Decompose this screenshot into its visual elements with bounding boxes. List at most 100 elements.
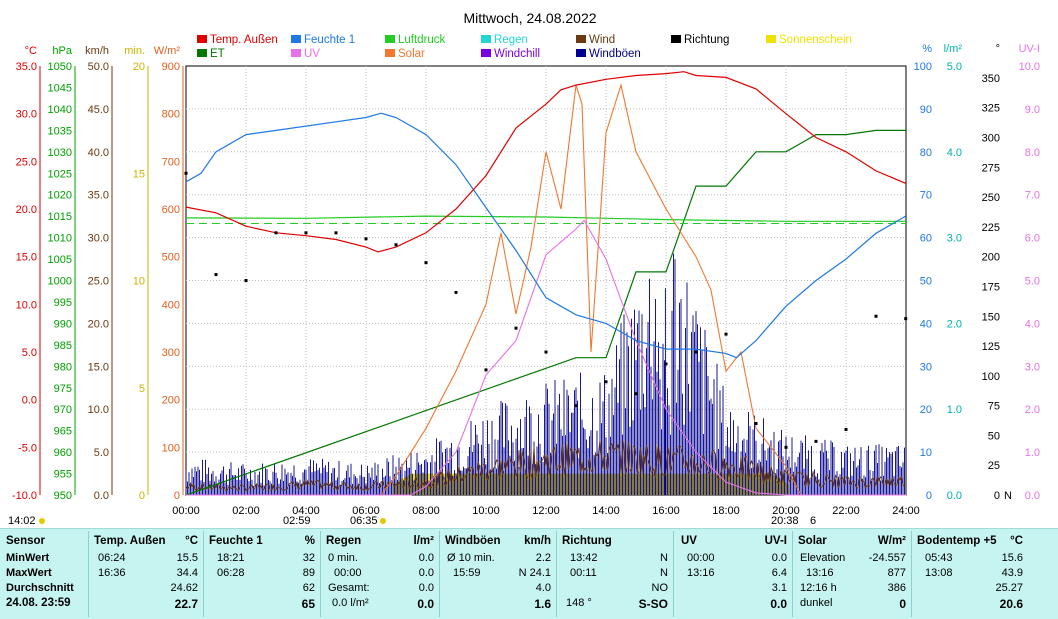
left-axis-tick: 400 [162,299,180,311]
row-label-avg: Durchschnitt [6,582,74,594]
temp-header: Temp. Außen [94,535,166,547]
x-tick-label: 22:00 [832,505,860,517]
right-axis-tick: 9.0 [1025,104,1040,116]
richtung-point [844,427,848,431]
left-axis-tick: 10.0 [16,299,37,311]
uv-min-value: 0.0 [771,552,787,564]
richtung-point [814,439,818,443]
legend-swatch [197,49,207,57]
right-axis-tick: 275 [982,162,1000,174]
boden-min-value: 15.6 [1001,552,1023,564]
x-tick-label: 06:00 [352,505,380,517]
richtung-point [694,350,698,354]
left-axis-tick: 20.0 [16,204,37,216]
left-axis-tick: 1030 [48,147,72,159]
temp-min-value: 15.5 [176,552,198,564]
legend-label: Temp. Außen [210,34,278,46]
x-tick-label: 04:00 [292,505,320,517]
col-uv: UV UV-I 00:00 0.0 13:16 6.4 3.1 0.0 [677,529,791,619]
left-axis-tick: 1035 [48,125,72,137]
left-axis-tick: 15 [133,168,145,180]
right-axis-unit: l/m² [944,43,963,55]
richtung-point [874,314,878,318]
left-axis-tick: 1015 [48,211,72,223]
legend-swatch [481,35,491,43]
temp-min-time: 06:24 [98,552,126,564]
right-axis-unit: % [922,43,932,55]
left-axis-tick: 975 [54,383,72,395]
left-axis-tick: 20 [133,61,145,73]
legend-swatch [197,35,207,43]
wind-max-value: N 24.1 [518,567,551,579]
chart-title: Mittwoch, 24.08.2022 [463,10,596,26]
right-axis-tick: 325 [982,103,1000,115]
right-axis-tick: 10 [920,447,932,459]
richtung-point [184,171,188,175]
boden-current: 20.6 [999,597,1023,611]
x-tick-label: 12:00 [532,505,560,517]
left-axis-tick: -5.0 [18,442,37,454]
richtung-point [754,422,758,425]
left-axis-unit: min. [124,45,145,57]
right-axis-tick: 7.0 [1025,190,1040,202]
legend: Temp. Außen Feuchte 1 Luftdruck Regen Wind Ri… [197,34,852,60]
right-axis-tick: 225 [982,222,1000,234]
feuchte-min-value: 32 [302,552,315,564]
richtung-point [214,273,218,277]
feuchte-max-value: 89 [302,567,315,579]
col-richtung: Richtung 13:42 N 00:11 N NO 148 ° S-SO [560,529,672,619]
solar-avg: 386 [887,582,906,594]
series-feuchte [185,112,907,359]
right-axis-tick: 8.0 [1025,147,1040,159]
solar-state: dunkel [800,597,833,609]
right-axis-tick: 75 [988,401,1000,413]
left-axis-tick: 45.0 [88,104,109,116]
summary-panel: Sensor MinWert MaxWert Durchschnitt 24.0… [0,528,1058,619]
solar-header: Solar [798,535,827,547]
right-axis-tick: 25 [988,460,1000,472]
richtung-point [574,404,578,408]
feuchte-current: 65 [301,597,315,611]
x-tick-label: 08:00 [412,505,440,517]
left-axis-tick: 600 [162,204,180,216]
legend-label: Windchill [494,48,540,60]
left-axis-tick: 100 [162,442,180,454]
temp-avg: 24.62 [170,582,198,594]
left-axis-tick: 30.0 [88,233,109,245]
richtung-max-time: 00:11 [570,567,597,579]
left-axis-unit: W/m² [154,45,181,57]
col-solar: Solar W/m² Elevation -24.557 13:16 877 1… [796,529,910,619]
left-axis-tick: 5.0 [22,347,37,359]
right-axis-tick: 30 [920,361,932,373]
right-axis-tick: 3.0 [947,233,962,245]
left-axis-unit: °C [25,45,37,57]
bottom-markers: 14:02 02:59 06:35 20:38 6 [8,515,816,527]
row-labels-column: Sensor MinWert MaxWert Durchschnitt 24.0… [6,529,88,619]
series-luftdruck [185,215,906,222]
left-axis-tick: 500 [162,252,180,264]
regen-min-time: 0 min. [328,552,358,564]
right-axis-tick: 70 [920,190,932,202]
left-axis-tick: 200 [162,395,180,407]
right-axis-tick: 40 [920,318,932,330]
richtung-header: Richtung [562,535,612,547]
left-axis-tick: 10 [133,276,145,288]
right-axis-tick: 50 [920,276,932,288]
left-axis-tick: 700 [162,156,180,168]
uv-unit: UV-I [764,535,787,547]
series-temp [185,71,906,253]
left-axis-tick: 25.0 [88,276,109,288]
uv-current: 0.0 [770,597,787,611]
wind-current: 1.6 [534,597,551,611]
series-uv [186,219,906,496]
legend-swatch [385,49,395,57]
col-wind: Windböen km/h Ø 10 min. 2.2 15:59 N 24.1… [443,529,555,619]
uv-max-value: 6.4 [771,567,787,579]
right-axis-tick: 5.0 [947,61,962,73]
richtung-point [244,279,248,282]
wind-header: Windböen [445,535,501,547]
right-axis-tick: 50 [988,430,1000,442]
left-axis-tick: 995 [54,297,72,309]
regen-max-value: 0.0 [418,567,434,579]
left-axis-tick: 0 [139,490,145,502]
